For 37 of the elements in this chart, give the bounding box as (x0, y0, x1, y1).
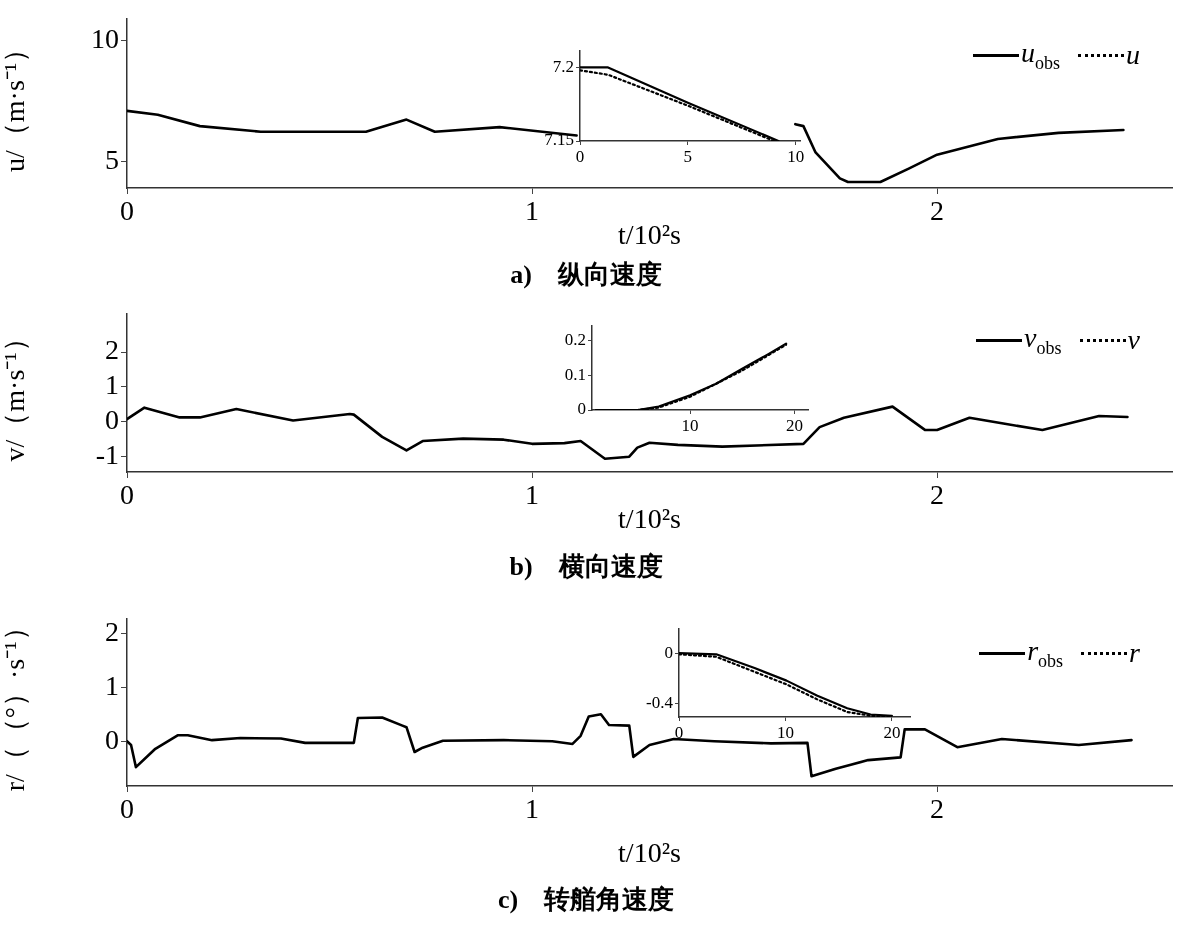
y-axis-title: u/（m·s⁻¹） (0, 34, 31, 172)
x-tick-label: 20 (883, 722, 901, 742)
y-tick-label: 2 (105, 334, 119, 366)
x-tick-label: 1 (525, 793, 540, 825)
legend-label: u$_{obs}$ (1020, 37, 1060, 74)
y-tick-label: 0.1 (564, 364, 586, 384)
x-axis-title: t/10²s (618, 836, 681, 868)
x-tick-label: 10 (776, 722, 794, 742)
x-axis-title: t/10²s (618, 502, 681, 534)
legend-label: r$_{obs}$ (1027, 635, 1064, 672)
x-tick-label: 2 (930, 195, 945, 227)
y-tick-label: 10 (91, 22, 119, 54)
x-tick-label: 2 (930, 793, 945, 825)
x-tick-label: 5 (683, 146, 693, 166)
legend-label: u (1126, 39, 1140, 72)
x-tick-label: 2 (930, 479, 945, 511)
legend-label: r (1129, 637, 1140, 670)
x-tick-label: 1 (525, 195, 540, 227)
x-tick-label: 1 (525, 479, 540, 511)
y-tick-label: 0 (577, 399, 586, 419)
y-axis-title: r/（（°）·s⁻¹） (0, 613, 31, 792)
legend-label: v$_{obs}$ (1024, 322, 1062, 359)
text: a) 纵向速度 (510, 260, 662, 290)
y-tick-label: 0.2 (564, 329, 586, 349)
y-tick-label: 2 (105, 615, 119, 647)
legend-label: v (1127, 324, 1140, 357)
x-tick-label: 20 (785, 415, 803, 435)
y-tick-label: 1 (105, 369, 119, 401)
y-tick-label: 1 (105, 669, 119, 701)
text: c) 转艏角速度 (497, 884, 675, 914)
text: b) 横向速度 (509, 552, 663, 582)
y-tick-label: -1 (95, 438, 119, 470)
y-tick-label: 7.2 (552, 56, 574, 76)
x-tick-label: 10 (787, 146, 805, 166)
y-axis-title: v/（m·s⁻¹） (0, 324, 31, 462)
x-axis-title: t/10²s (618, 218, 681, 250)
y-tick-label: -0.4 (646, 692, 674, 712)
